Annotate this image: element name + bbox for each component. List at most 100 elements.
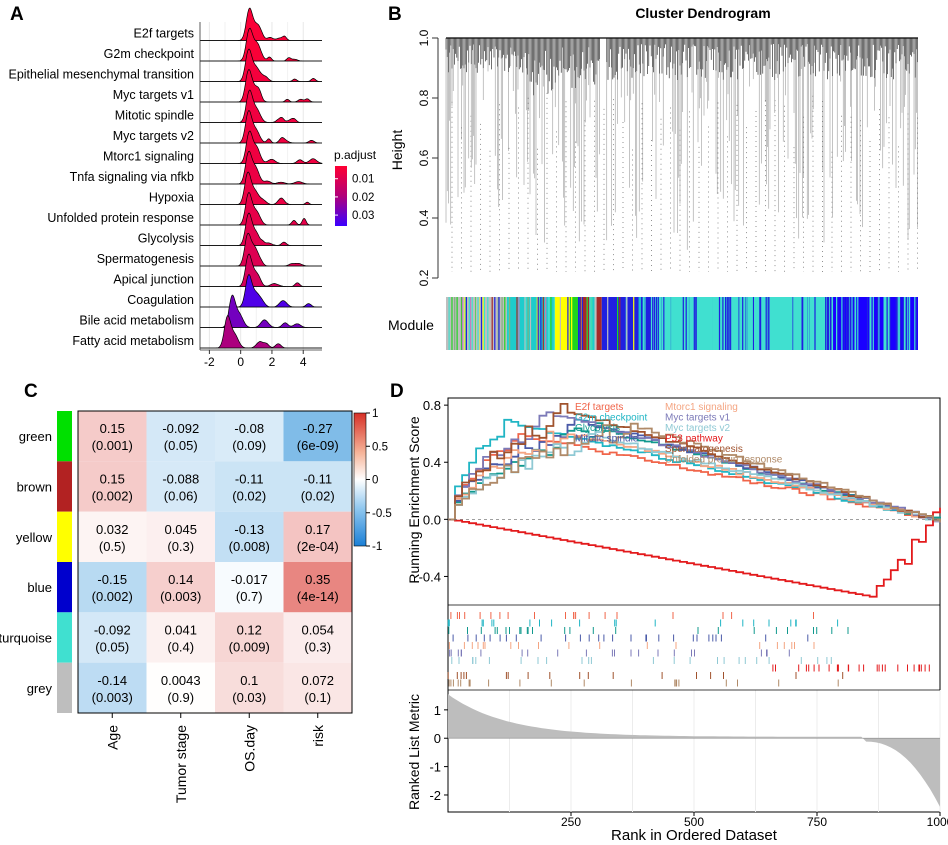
panel-c-colorbar [353,412,367,547]
heatmap-cell-pvalue: (0.05) [95,640,129,655]
es-curve-9 [448,403,941,521]
heatmap-cell-pvalue: (0.002) [92,589,133,604]
module-stripe [725,297,727,350]
module-stripe [578,297,580,350]
es-y-tick-label: 0.8 [423,398,441,413]
module-stripe [907,297,909,350]
heatmap-cell [215,662,284,713]
panel-a-x-tick-label: -2 [204,355,215,369]
heatmap-cell-pvalue: (0.009) [229,640,270,655]
panel-a-legend-tick-label: 0.01 [352,174,374,186]
module-stripe [516,297,518,350]
heatmap-cell-value: -0.14 [97,673,127,688]
module-stripe [480,297,483,350]
module-stripe [904,297,906,350]
module-stripe [851,297,853,350]
module-stripe [702,297,704,350]
module-stripe [498,297,500,350]
heatmap-cell-value: -0.092 [162,421,199,436]
panel-b-y-tick-label: 0.8 [417,89,431,106]
heatmap-cell [78,562,147,613]
metric-y-tick-label: -1 [429,760,441,775]
metric-y-tick-label: 0 [434,731,441,746]
ridge-category-label: Unfolded protein response [47,211,194,225]
ridge-category-label: Mitotic spindle [115,109,194,123]
heatmap-cell-value: 0.15 [100,421,125,436]
module-stripe [476,297,478,350]
module-stripe [654,297,656,350]
es-curve-6 [448,411,941,523]
module-stripe [695,297,697,350]
module-stripe [751,297,753,350]
module-stripe [655,297,658,350]
module-stripe [626,297,628,350]
heatmap-cell-value: 0.072 [301,673,334,688]
heatmap-column-label: Age [104,725,120,750]
heatmap-cell-value: -0.017 [231,572,268,587]
module-stripe [896,297,898,350]
panel-d-es-ylabel: Running Enrichment Score [406,416,422,584]
module-stripe [682,297,684,350]
module-stripe [738,297,740,350]
heatmap-cell [283,612,352,663]
heatmap-cell-pvalue: (6e-09) [297,438,339,453]
module-stripe [718,297,721,350]
module-stripe [784,297,786,350]
ridge-category-label: Myc targets v2 [113,129,194,143]
ridge-density-7 [200,130,323,164]
module-stripe [536,297,538,350]
module-stripe [869,297,871,350]
module-segment-yellow [554,297,574,350]
module-stripe [671,297,673,350]
module-stripe [661,297,664,350]
metric-y-tick-label: -2 [429,788,441,803]
module-stripe [743,297,745,350]
heatmap-cell-pvalue: (0.5) [99,539,126,554]
module-stripe [483,297,485,350]
heatmap-cell [283,461,352,512]
heatmap-cell [283,411,352,462]
module-stripe [540,297,542,350]
panel-b-title: Cluster Dendrogram [635,5,770,21]
module-stripe [591,297,593,350]
es-legend-label: P53 pathway [665,434,723,445]
module-stripe [745,297,747,350]
es-legend-label: Myc targets v2 [665,423,730,434]
module-segment-green [573,297,581,350]
module-stripe [710,297,712,350]
module-stripe [672,297,674,350]
heatmap-cell-value: 0.1 [240,673,258,688]
module-stripe [469,297,472,350]
panel-a-x-tick-label: 2 [269,355,276,369]
module-stripe [491,297,493,350]
module-stripe [448,297,450,350]
module-stripe [792,297,794,350]
ridge-density-1 [200,7,322,41]
module-stripe [527,297,529,350]
module-stripe [765,297,767,350]
module-stripe [569,297,571,350]
heatmap-cell [78,511,147,562]
module-stripe [821,297,824,350]
module-segment-blue [601,297,654,350]
module-stripe [872,297,874,350]
panel-b-y-tick-label: 0.2 [417,269,431,286]
module-stripe [592,297,594,350]
heatmap-cell-value: -0.11 [303,472,332,487]
ridge-category-label: E2f targets [134,27,194,41]
module-stripe [802,297,804,350]
module-stripe [826,297,828,350]
heatmap-row-label: turquoise [0,631,52,646]
panel-b-y-tick-label: 0.6 [417,149,431,166]
module-stripe [454,297,456,350]
module-stripe [849,297,852,350]
ridge-category-label: Spermatogenesis [97,252,194,266]
heatmap-cell-value: -0.088 [162,472,199,487]
module-stripe [768,297,770,350]
heatmap-cell-pvalue: (0.3) [304,640,331,655]
heatmap-cell-value: 0.15 [100,472,125,487]
module-stripe [537,297,539,350]
heatmap-cell [146,411,215,462]
heatmap-cell-pvalue: (0.003) [160,589,201,604]
module-stripe [747,297,749,350]
